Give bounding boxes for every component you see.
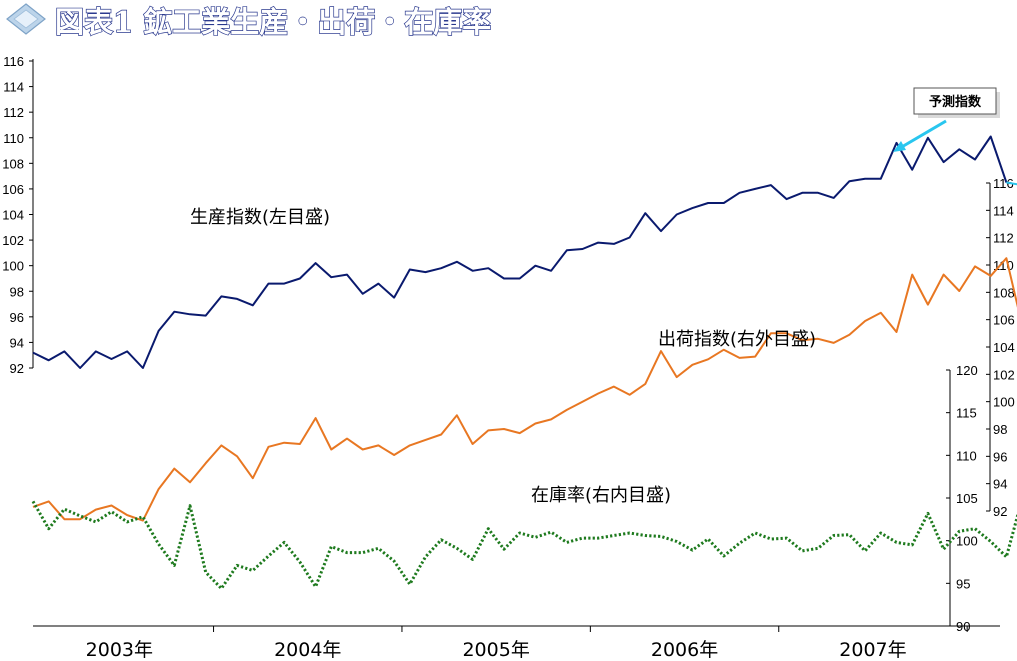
- right-outer-axis-tick-label: 102: [993, 367, 1015, 382]
- production-series-label: 生産指数(左目盛): [190, 207, 330, 228]
- right-outer-axis-tick-label: 92: [993, 504, 1007, 519]
- inventory-series-label: 在庫率(右内目盛): [531, 485, 671, 506]
- right-inner-axis-tick-label: 105: [956, 491, 978, 506]
- left-axis-tick-label: 102: [2, 233, 24, 248]
- right-outer-axis-tick-label: 114: [993, 203, 1014, 218]
- left-axis-tick-label: 98: [10, 284, 24, 299]
- x-axis: 2003年2004年2005年2006年2007年2008年: [33, 625, 1000, 661]
- x-axis-tick-label: 2003年: [86, 639, 153, 661]
- right-outer-axis-tick-label: 112: [993, 231, 1014, 246]
- right-inner-axis-tick-label: 120: [956, 363, 978, 378]
- right-inner-axis-tick-label: 95: [956, 576, 970, 591]
- right-outer-axis-tick-label: 116: [993, 176, 1014, 191]
- right-outer-axis-tick-label: 98: [993, 422, 1007, 437]
- right-outer-axis-tick-label: 100: [993, 395, 1015, 410]
- right-inner-axis-tick-label: 100: [956, 534, 978, 549]
- right-inner-axis-tick-label: 115: [956, 406, 977, 421]
- x-axis-tick-label: 2004年: [274, 639, 341, 661]
- series-line: [32, 257, 1017, 522]
- right-inner-axis-tick-label: 110: [956, 448, 977, 463]
- forecast-callout: 予測指数: [893, 87, 1000, 152]
- forecast-arrow-head-icon: [893, 141, 906, 152]
- left-axis-tick-label: 110: [3, 131, 24, 146]
- left-axis-tick-label: 92: [10, 361, 24, 376]
- left-axis-tick-label: 100: [2, 259, 24, 274]
- chart-title: 図表1 鉱工業生産・出荷・在庫率: [55, 5, 491, 39]
- series-line: [1006, 181, 1017, 186]
- left-axis-tick-label: 112: [3, 105, 24, 120]
- x-axis-tick-label: 2006年: [651, 639, 718, 661]
- left-axis-tick-label: 94: [10, 335, 24, 350]
- forecast-arrow-shaft: [899, 119, 947, 150]
- left-axis-tick-label: 106: [2, 182, 24, 197]
- chart-title-group: 図表1 鉱工業生産・出荷・在庫率: [6, 3, 492, 40]
- series-layer: [31, 135, 1017, 590]
- left-axis-tick-label: 104: [2, 208, 24, 223]
- left-axis-tick-label: 108: [2, 156, 24, 171]
- series-line: [31, 500, 1017, 590]
- shipments-series-label: 出荷指数(右外目盛): [658, 329, 816, 350]
- right-outer-axis-tick-label: 94: [993, 477, 1007, 492]
- diamond-logo-icon: [6, 3, 46, 35]
- left-axis-tick-label: 96: [10, 310, 24, 325]
- series-line: [32, 135, 1008, 369]
- left-axis-tick-label: 116: [3, 54, 24, 69]
- right-outer-axis-tick-label: 108: [993, 285, 1015, 300]
- right-outer-axis-tick-label: 106: [993, 313, 1015, 328]
- right-outer-axis-tick-label: 104: [993, 340, 1015, 355]
- x-axis-tick-label: 2007年: [839, 639, 906, 661]
- forecast-callout-text: 予測指数: [929, 94, 982, 110]
- left-axis: 92 94 96 98 100 102 104 106 108 110 112 114 116: [2, 54, 34, 376]
- forecast-callout-box: [913, 87, 997, 115]
- right-outer-axis-tick-label: 96: [993, 449, 1007, 464]
- x-axis-tick-label: 2005年: [462, 639, 529, 661]
- left-axis-tick-label: 114: [3, 80, 24, 95]
